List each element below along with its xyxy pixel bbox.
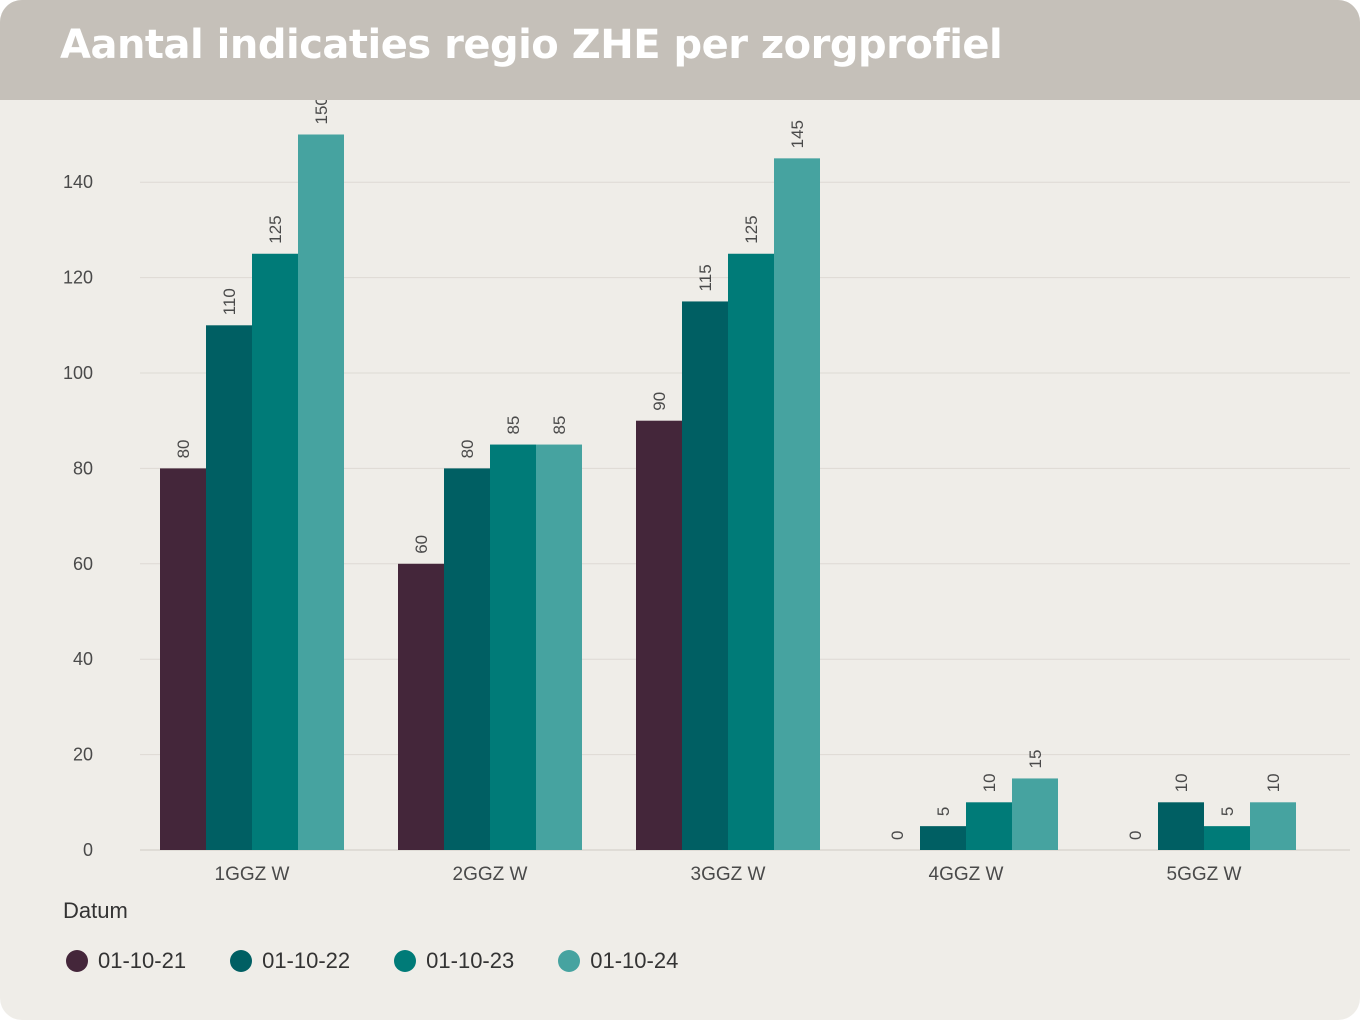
bar <box>920 826 966 850</box>
legend-label: 01-10-24 <box>590 948 679 973</box>
legend-swatch-icon <box>230 950 253 972</box>
bar <box>1204 826 1250 850</box>
y-tick-label: 0 <box>83 840 93 860</box>
legend-item[interactable]: 01-10-21 <box>66 948 186 974</box>
data-label: 0 <box>888 831 907 840</box>
legend-label: 01-10-21 <box>98 948 187 973</box>
data-label: 60 <box>412 535 431 554</box>
data-label: 0 <box>1126 831 1145 840</box>
data-label: 85 <box>550 416 569 435</box>
bar <box>444 468 490 850</box>
data-label: 115 <box>696 264 715 291</box>
x-tick-label: 3GGZ W <box>691 864 766 880</box>
data-label: 10 <box>1172 773 1191 792</box>
legend-label: 01-10-22 <box>262 948 351 973</box>
y-tick-label: 100 <box>63 363 93 383</box>
bar <box>206 325 252 850</box>
legend-swatch-icon <box>558 950 581 972</box>
legend-item[interactable]: 01-10-24 <box>558 948 678 974</box>
data-label: 80 <box>174 439 193 458</box>
bar <box>966 802 1012 850</box>
data-label: 125 <box>266 215 285 243</box>
bar <box>774 158 820 851</box>
data-label: 125 <box>742 215 761 243</box>
legend-item[interactable]: 01-10-22 <box>230 948 350 974</box>
y-tick-label: 120 <box>63 268 93 288</box>
bar <box>298 134 344 850</box>
legend-swatch-icon <box>394 950 417 972</box>
y-tick-label: 80 <box>73 458 93 478</box>
data-label: 5 <box>1218 807 1237 816</box>
x-tick-label: 5GGZ W <box>1167 864 1242 880</box>
bar <box>252 253 298 850</box>
bar <box>398 563 444 850</box>
data-label: 90 <box>650 392 669 411</box>
bar <box>636 420 682 850</box>
legend-title: Datum <box>63 898 128 923</box>
legend-swatch-icon <box>66 950 88 972</box>
bar <box>536 444 582 850</box>
y-tick-label: 60 <box>73 554 93 574</box>
data-label: 10 <box>980 773 999 792</box>
x-tick-label: 1GGZ W <box>215 864 290 880</box>
bar <box>160 468 206 850</box>
data-label: 5 <box>934 807 953 816</box>
data-label: 85 <box>504 416 523 435</box>
bars <box>160 134 1296 851</box>
y-tick-label: 140 <box>63 172 93 192</box>
data-label: 150 <box>312 100 331 125</box>
data-label: 110 <box>220 288 239 315</box>
bar <box>682 301 728 850</box>
bar <box>1250 802 1296 850</box>
bar <box>728 253 774 850</box>
header-bar: Aantal indicaties regio ZHE per zorgprof… <box>0 0 1360 100</box>
data-label: 10 <box>1264 773 1283 792</box>
x-tick-label: 2GGZ W <box>453 864 528 880</box>
x-tick-label: 4GGZ W <box>929 864 1004 880</box>
chart-title: Aantal indicaties regio ZHE per zorgprof… <box>60 22 1003 68</box>
bar <box>490 444 536 850</box>
data-label: 145 <box>788 120 807 148</box>
y-tick-label: 40 <box>73 649 93 669</box>
legend-label: 01-10-23 <box>426 948 515 973</box>
data-label: 80 <box>458 439 477 458</box>
bar <box>1012 778 1058 850</box>
y-tick-label: 20 <box>73 745 93 765</box>
legend-item[interactable]: 01-10-23 <box>394 948 514 974</box>
bar <box>1158 802 1204 850</box>
legend: 01-10-21 01-10-22 01-10-23 01-10-24 <box>66 946 722 976</box>
data-label: 15 <box>1026 750 1045 769</box>
